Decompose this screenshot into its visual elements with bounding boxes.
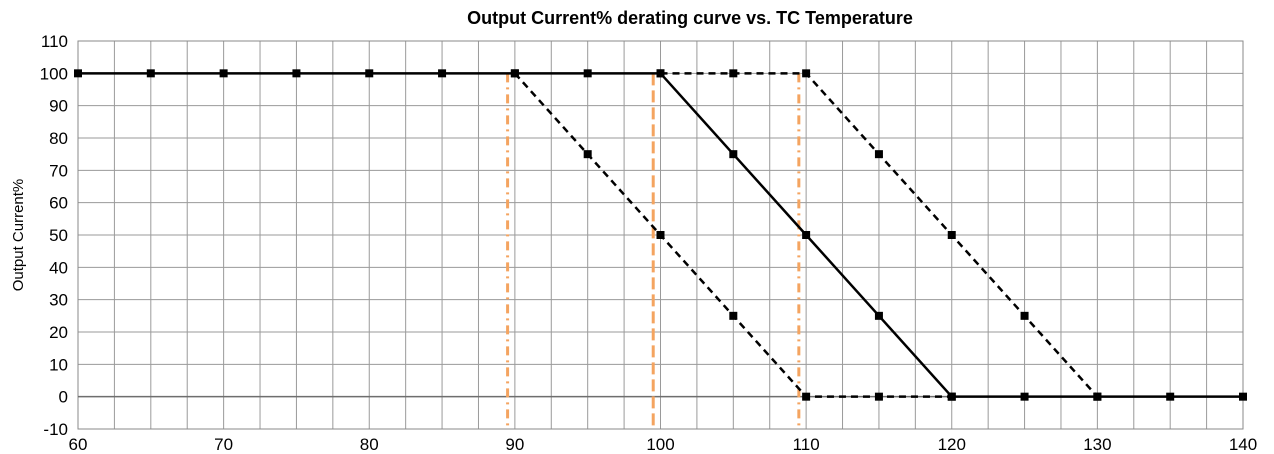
x-tick-label: 70 <box>214 435 233 454</box>
data-point-marker <box>729 69 738 78</box>
reference-lines <box>506 73 801 429</box>
data-point-marker <box>874 311 883 320</box>
y-tick-label: 110 <box>41 32 68 51</box>
y-tick-label: 60 <box>49 194 68 213</box>
data-point-marker <box>219 69 228 78</box>
y-tick-label: 30 <box>49 291 68 310</box>
data-point-marker <box>874 150 883 159</box>
data-point-marker <box>729 150 738 159</box>
x-tick-label: 90 <box>505 435 524 454</box>
x-tick-label: 110 <box>793 435 820 454</box>
x-tick-label: 80 <box>360 435 379 454</box>
data-point-marker <box>438 69 447 78</box>
data-point-marker <box>802 231 811 239</box>
y-tick-label: 80 <box>49 129 68 148</box>
data-point-marker <box>74 69 82 78</box>
y-tick-label: 20 <box>49 323 68 342</box>
data-point-marker <box>365 69 374 78</box>
data-point-marker <box>510 69 519 78</box>
data-point-marker <box>874 392 883 401</box>
y-tick-label: 90 <box>49 97 68 116</box>
data-point-marker <box>1020 311 1029 320</box>
data-point-marker <box>802 69 811 78</box>
y-tick-label: 40 <box>49 258 68 277</box>
x-tick-label: 130 <box>1083 435 1111 454</box>
data-point-marker <box>947 231 956 239</box>
data-point-marker <box>656 69 665 78</box>
chart-title: Output Current% derating curve vs. TC Te… <box>467 8 913 28</box>
data-point-marker <box>1093 392 1102 401</box>
data-point-marker <box>583 150 592 159</box>
data-point-marker <box>656 231 665 239</box>
x-tick-label: 100 <box>646 435 674 454</box>
y-tick-label: 50 <box>49 226 68 245</box>
data-point-marker <box>1239 392 1247 401</box>
y-tick-label: 70 <box>49 161 68 180</box>
y-axis-label: Output Current% <box>10 179 27 292</box>
y-tick-label: 0 <box>59 388 68 407</box>
data-point-marker <box>947 392 956 401</box>
data-point-marker <box>146 69 155 78</box>
y-tick-label: 100 <box>40 64 68 83</box>
x-tick-label: 140 <box>1229 435 1257 454</box>
y-tick-label: 10 <box>49 355 68 374</box>
tick-labels: -10 0 10 20 30 40 50 60 70 80 90 100 110 60 70 80 90 100 1… <box>40 32 1258 454</box>
data-point-marker <box>292 69 301 78</box>
x-tick-label: 120 <box>938 435 966 454</box>
data-point-marker <box>1020 392 1029 401</box>
data-point-marker <box>802 392 811 401</box>
series-group <box>74 69 1247 401</box>
x-tick-label: 60 <box>69 435 88 454</box>
y-tick-label: -10 <box>43 420 68 439</box>
data-point-marker <box>729 311 738 320</box>
plot-border <box>77 40 1244 430</box>
data-point-marker <box>583 69 592 78</box>
data-point-marker <box>1166 392 1175 401</box>
